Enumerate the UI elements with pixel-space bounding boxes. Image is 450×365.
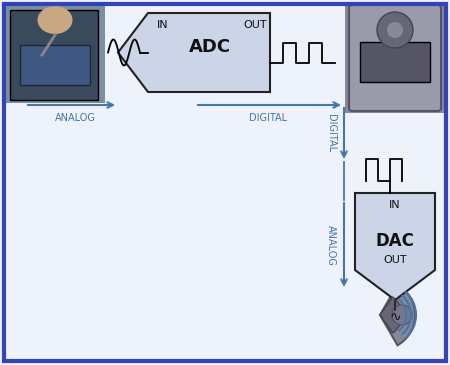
Bar	[345, 3, 445, 113]
Text: ADC: ADC	[189, 38, 231, 57]
Bar	[3, 3, 105, 103]
Text: DIGITAL: DIGITAL	[326, 114, 336, 152]
FancyBboxPatch shape	[360, 42, 430, 82]
Ellipse shape	[37, 6, 72, 34]
Polygon shape	[118, 13, 270, 92]
Circle shape	[377, 12, 413, 48]
Text: ANALOG: ANALOG	[54, 113, 95, 123]
FancyBboxPatch shape	[20, 45, 90, 85]
FancyBboxPatch shape	[10, 10, 98, 100]
Text: OUT: OUT	[243, 20, 267, 30]
Text: DIGITAL: DIGITAL	[249, 113, 287, 123]
Text: OUT: OUT	[383, 255, 407, 265]
Circle shape	[387, 22, 403, 38]
Text: ∿: ∿	[389, 310, 401, 324]
Polygon shape	[355, 193, 435, 300]
Wedge shape	[380, 285, 415, 345]
Circle shape	[392, 305, 412, 325]
Text: IN: IN	[389, 200, 401, 210]
Text: IN: IN	[157, 20, 169, 30]
Text: DAC: DAC	[376, 233, 414, 250]
Text: ANALOG: ANALOG	[326, 224, 336, 265]
FancyBboxPatch shape	[349, 5, 441, 111]
Wedge shape	[380, 297, 402, 333]
